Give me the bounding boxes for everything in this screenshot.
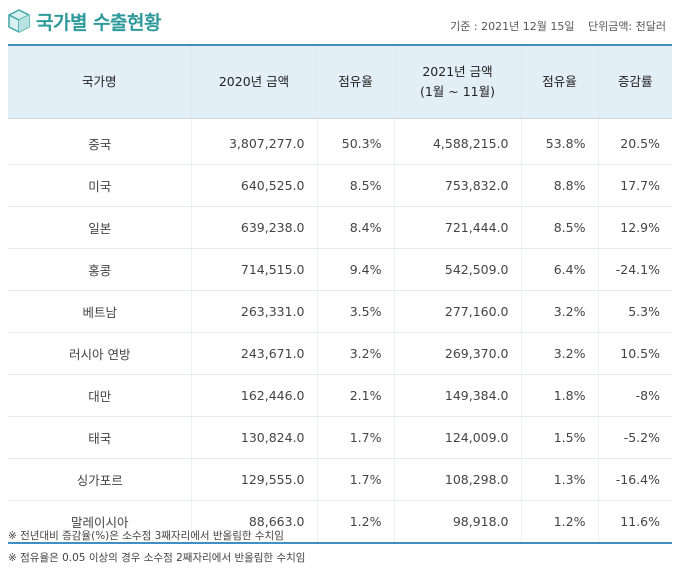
table-cell: 98,918.0: [394, 500, 522, 543]
table-cell: 108,298.0: [394, 458, 522, 501]
table-cell: 1.5%: [521, 416, 599, 459]
table-cell: 53.8%: [521, 118, 599, 165]
unit-label: 단위금액: 천달러: [587, 20, 666, 33]
column-header: 2021년 금액 (1월 ~ 11월): [394, 45, 522, 119]
export-table: 국가명 2020년 금액 점유율 2021년 금액 (1월 ~ 11월) 점유율 증감률 …: [8, 44, 672, 544]
table-row: 미국 640,525.0 8.5% 753,832.0 8.8% 17.7%: [8, 164, 672, 207]
table-cell: 149,384.0: [394, 374, 522, 417]
table-row: 태국 130,824.0 1.7% 124,009.0 1.5% -5.2%: [8, 416, 672, 459]
table-cell: 1.8%: [521, 374, 599, 417]
table-cell: 1.2%: [521, 500, 599, 543]
table-cell: 277,160.0: [394, 290, 522, 333]
table-cell: 639,238.0: [191, 206, 318, 249]
table-cell: 3.2%: [521, 290, 599, 333]
country-name: 일본: [8, 206, 192, 249]
table-cell: 243,671.0: [191, 332, 318, 375]
table-cell: 10.5%: [598, 332, 672, 375]
table-cell: -16.4%: [598, 458, 672, 501]
table-cell: 542,509.0: [394, 248, 522, 291]
table-row: 대만 162,446.0 2.1% 149,384.0 1.8% -8%: [8, 374, 672, 417]
table-cell: 2.1%: [317, 374, 395, 417]
table-cell: 3.5%: [317, 290, 395, 333]
table-body: 중국 3,807,277.0 50.3% 4,588,215.0 53.8% 20.5% 미…: [8, 118, 672, 543]
table-cell: 9.4%: [317, 248, 395, 291]
table-cell: 130,824.0: [191, 416, 318, 459]
table-row: 베트남 263,331.0 3.5% 277,160.0 3.2% 5.3%: [8, 290, 672, 333]
page-title: 국가별 수출현황: [36, 12, 161, 34]
table-cell: 20.5%: [598, 118, 672, 165]
table-cell: 640,525.0: [191, 164, 318, 207]
table-cell: 714,515.0: [191, 248, 318, 291]
country-name: 홍콩: [8, 248, 192, 291]
footnote: ※ 전년대비 증감율(%)은 소수점 3째자리에서 반올림한 수치임: [8, 530, 284, 542]
table-cell: 3,807,277.0: [191, 118, 318, 165]
country-name: 말레이시아: [8, 500, 192, 543]
table-cell: 8.8%: [521, 164, 599, 207]
table-cell: 3.2%: [317, 332, 395, 375]
table-row: 말레이시아 88,663.0 1.2% 98,918.0 1.2% 11.6%: [8, 500, 672, 543]
table-cell: 129,555.0: [191, 458, 318, 501]
column-header: 국가명: [8, 45, 192, 119]
table-cell: 12.9%: [598, 206, 672, 249]
table-row: 홍콩 714,515.0 9.4% 542,509.0 6.4% -24.1%: [8, 248, 672, 291]
column-header: 증감률: [598, 45, 672, 119]
country-name: 싱가포르: [8, 458, 192, 501]
table-cell: 5.3%: [598, 290, 672, 333]
reference-date: 기준 : 2021년 12월 15일: [450, 20, 575, 33]
table-cell: 50.3%: [317, 118, 395, 165]
table-cell: 17.7%: [598, 164, 672, 207]
footnote: ※ 점유율은 0.05 이상의 경우 소수점 2째자리에서 반올림한 수치임: [8, 552, 306, 564]
page-header: 국가별 수출현황 기준 : 2021년 12월 15일 단위금액: 천달러: [8, 6, 672, 36]
table-meta: 기준 : 2021년 12월 15일 단위금액: 천달러: [450, 18, 666, 34]
table-cell: 3.2%: [521, 332, 599, 375]
country-name: 중국: [8, 118, 192, 165]
table-cell: 8.5%: [317, 164, 395, 207]
footnotes: ※ 전년대비 증감율(%)은 소수점 3째자리에서 반올림한 수치임 ※ 점유율…: [8, 525, 305, 569]
country-name: 러시아 연방: [8, 332, 192, 375]
country-name: 베트남: [8, 290, 192, 333]
table-cell: 1.2%: [317, 500, 395, 543]
table-row: 러시아 연방 243,671.0 3.2% 269,370.0 3.2% 10.5%: [8, 332, 672, 375]
column-header: 점유율: [317, 45, 395, 119]
table-cell: -5.2%: [598, 416, 672, 459]
table-cell: 1.3%: [521, 458, 599, 501]
table-cell: 6.4%: [521, 248, 599, 291]
table-row: 중국 3,807,277.0 50.3% 4,588,215.0 53.8% 20.5%: [8, 118, 672, 165]
table-cell: 162,446.0: [191, 374, 318, 417]
table-cell: -8%: [598, 374, 672, 417]
table-cell: 88,663.0: [191, 500, 318, 543]
table-cell: 124,009.0: [394, 416, 522, 459]
table-row: 일본 639,238.0 8.4% 721,444.0 8.5% 12.9%: [8, 206, 672, 249]
country-name: 태국: [8, 416, 192, 459]
table-cell: -24.1%: [598, 248, 672, 291]
table-cell: 11.6%: [620, 514, 660, 529]
table-cell: 8.5%: [521, 206, 599, 249]
table-cell: 1.7%: [317, 416, 395, 459]
table-cell: 8.4%: [317, 206, 395, 249]
country-name: 미국: [8, 164, 192, 207]
table-cell: 721,444.0: [394, 206, 522, 249]
table-cell: 269,370.0: [394, 332, 522, 375]
column-header: 2020년 금액: [191, 45, 318, 119]
country-name: 대만: [8, 374, 192, 417]
column-header: 점유율: [521, 45, 599, 119]
table-cell: 263,331.0: [191, 290, 318, 333]
table-cell: 1.7%: [317, 458, 395, 501]
table-header: 국가명 2020년 금액 점유율 2021년 금액 (1월 ~ 11월) 점유율 증감률: [8, 45, 672, 119]
cube-icon: [8, 9, 30, 33]
table-row: 싱가포르 129,555.0 1.7% 108,298.0 1.3% -16.4%: [8, 458, 672, 501]
table-cell: 4,588,215.0: [394, 118, 522, 165]
table-cell: 753,832.0: [394, 164, 522, 207]
